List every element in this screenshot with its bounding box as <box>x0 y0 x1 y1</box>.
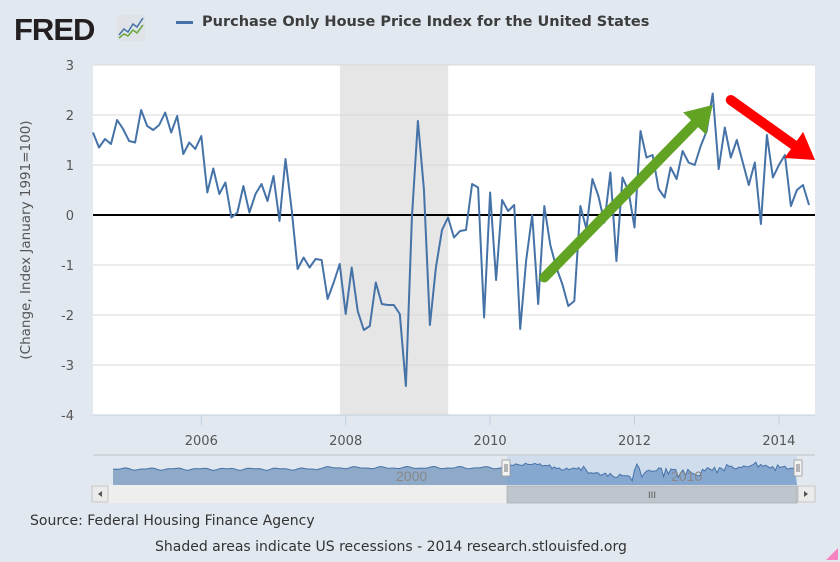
source-text: Source: Federal Housing Finance Agency <box>30 513 315 529</box>
resize-handle-icon[interactable] <box>826 548 838 560</box>
scroll-right-button[interactable] <box>797 485 816 503</box>
chart-legend[interactable]: Purchase Only House Price Index for the … <box>176 14 649 30</box>
y-tick-label: -4 <box>61 409 74 424</box>
navigator-handle-left[interactable] <box>501 459 511 477</box>
arrow-head <box>784 131 815 160</box>
scroll-left-icon <box>98 491 102 497</box>
y-tick-label: -3 <box>61 359 74 374</box>
y-tick-label: 2 <box>66 109 74 124</box>
recession-shading <box>339 65 449 415</box>
fred-logo[interactable]: FRED <box>14 12 95 47</box>
navigator-line <box>112 461 795 483</box>
footer-note[interactable]: Shaded areas indicate US recessions - 20… <box>155 539 627 555</box>
x-tick-label: 2012 <box>618 434 651 449</box>
y-tick-label: 0 <box>66 209 74 224</box>
y-tick-label: -1 <box>61 259 74 274</box>
y-tick-label: 1 <box>66 159 74 174</box>
line-chart-icon <box>117 15 145 41</box>
y-tick-label: 3 <box>66 59 74 74</box>
scrollbar-grip: III <box>648 491 656 501</box>
arrow-shaft <box>539 118 700 283</box>
arrow-shaft <box>725 95 799 150</box>
navigator[interactable]: 2000 2010 <box>93 454 815 485</box>
x-tick-label: 2010 <box>474 434 507 449</box>
x-tick-label: 2008 <box>329 434 362 449</box>
arrow-head <box>683 105 713 135</box>
trend-down-arrow <box>725 95 815 160</box>
navigator-label: 2000 <box>396 468 427 484</box>
series-line <box>92 92 810 387</box>
x-tick-label: 2006 <box>185 434 218 449</box>
scrollbar[interactable]: III <box>91 485 816 504</box>
legend-series-label: Purchase Only House Price Index for the … <box>202 14 650 30</box>
x-tick-label: 2014 <box>762 434 795 449</box>
scrollbar-thumb[interactable] <box>506 485 798 504</box>
scroll-left-button[interactable] <box>91 485 109 503</box>
navigator-label: 2010 <box>671 468 702 484</box>
trend-up-arrow <box>539 105 713 283</box>
navigator-handle-right[interactable] <box>793 459 803 477</box>
y-tick-label: -2 <box>61 309 74 324</box>
scroll-right-icon <box>804 491 808 497</box>
navigator-selected-area <box>507 462 797 485</box>
legend-series-swatch <box>176 20 193 24</box>
